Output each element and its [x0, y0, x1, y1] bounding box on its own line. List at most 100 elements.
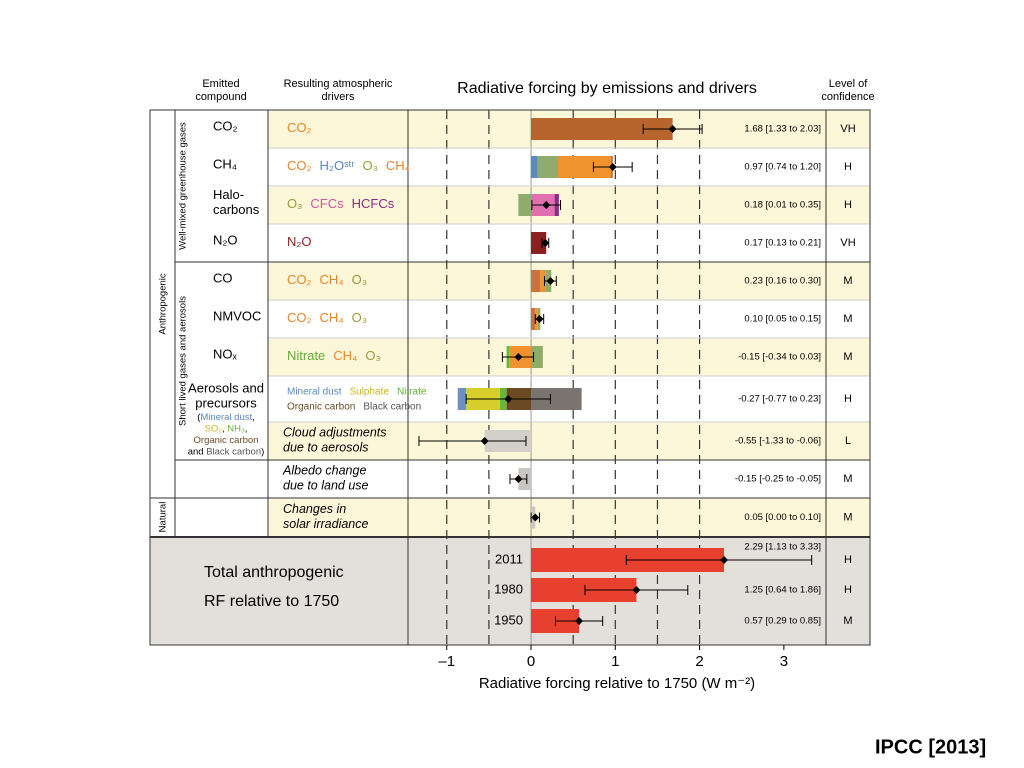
x-tick-label: 3 — [780, 653, 788, 670]
best-estimate — [720, 556, 729, 564]
text-line: Albedo change — [282, 464, 366, 478]
text-piece: and — [188, 446, 207, 457]
confidence: M — [843, 313, 852, 325]
best-estimate — [668, 125, 677, 133]
x-axis-label: Radiative forcing relative to 1750 (W m⁻… — [479, 675, 755, 692]
confidence: VH — [840, 237, 855, 249]
forcing-segment — [531, 232, 547, 254]
compound: NMVOC — [213, 308, 261, 323]
forcing-segment — [457, 388, 467, 410]
best-estimate — [632, 586, 641, 594]
row-background — [268, 338, 870, 376]
row-background — [268, 262, 870, 300]
compound: N₂O — [213, 232, 238, 247]
year-label: 2011 — [495, 551, 523, 566]
header: confidence — [821, 91, 874, 103]
forcing-segment — [531, 388, 582, 410]
best-estimate — [575, 617, 584, 625]
text-piece: CO₂ — [287, 158, 312, 173]
text-piece: CO₂ — [287, 120, 312, 135]
confidence: M — [843, 275, 852, 287]
confidence: M — [843, 511, 852, 523]
forcing-segment — [558, 156, 612, 178]
header: drivers — [321, 91, 355, 103]
total-title: Total anthropogenic — [204, 564, 344, 581]
text-piece: Cloud adjustments — [283, 426, 387, 440]
group-label: Well-mixed greenhouse gases — [178, 122, 189, 250]
text-line: Organic carbon — [194, 435, 259, 446]
total-background — [150, 537, 870, 645]
group-label: Short lived gases and aerosols — [178, 296, 189, 426]
value-label: 0.05 [0.00 to 0.10] — [744, 512, 821, 523]
text-piece: Black carbon — [363, 401, 421, 412]
header: Resulting atmospheric — [284, 78, 393, 90]
text-piece: H₂Oˢᵗʳ — [320, 158, 355, 173]
confidence: VH — [840, 123, 855, 135]
text-piece: ( — [197, 412, 201, 423]
text-piece: Mineral dust — [287, 386, 342, 397]
text-piece: , — [245, 423, 248, 434]
best-estimate — [541, 239, 550, 247]
x-tick-label: 2 — [695, 653, 703, 670]
text-piece: O₃ — [352, 272, 367, 287]
value-label: -0.15 [-0.34 to 0.03] — [738, 352, 821, 363]
text-piece: Mineral dust — [200, 412, 252, 423]
best-estimate — [535, 315, 544, 323]
forcing-segment — [540, 270, 546, 292]
chart-title: Radiative forcing by emissions and drive… — [457, 80, 757, 97]
confidence: M — [843, 473, 852, 485]
text-piece: , — [222, 423, 227, 434]
forcing-segment — [518, 194, 532, 216]
text-line: (Mineral dust, — [197, 412, 255, 423]
text-line: SO₂, NH₃, — [205, 423, 248, 434]
confidence: M — [843, 351, 852, 363]
header: Emitted — [202, 78, 239, 90]
text-piece: Nitrate — [287, 348, 325, 363]
forcing-segment — [531, 308, 536, 330]
text-line: due to land use — [283, 479, 369, 493]
total-title: RF relative to 1750 — [204, 593, 339, 610]
text-line: CO₂ CH₄ O₃ — [287, 272, 367, 287]
text-piece: due to aerosols — [283, 441, 368, 455]
best-estimate — [514, 475, 523, 483]
compound: CO₂ — [213, 118, 238, 133]
text-line: solar irradiance — [283, 517, 369, 531]
best-estimate — [531, 513, 540, 522]
year-label: 1950 — [494, 612, 523, 627]
confidence: L — [845, 435, 851, 447]
confidence: H — [844, 199, 852, 211]
header: compound — [195, 91, 246, 103]
text-line: due to aerosols — [283, 441, 368, 455]
best-estimate — [608, 163, 617, 171]
row-background — [268, 186, 870, 224]
compound: CO — [213, 270, 233, 285]
text-piece: Albedo change — [282, 464, 366, 478]
value-label: 0.97 [0.74 to 1.20] — [744, 162, 821, 173]
value-label: 2.29 [1.13 to 3.33] — [744, 542, 821, 553]
frame — [149, 109, 871, 646]
text-piece: CO₂ — [287, 310, 312, 325]
text-line: CO₂ — [287, 120, 312, 135]
text-piece: O₃ — [287, 196, 302, 211]
year-label: 1980 — [494, 581, 523, 596]
group-label: Natural — [158, 502, 169, 533]
text-line: N₂O — [287, 234, 312, 249]
compound: carbons — [213, 202, 260, 217]
confidence: H — [844, 554, 852, 566]
text-line: and Black carbon) — [188, 446, 265, 457]
text-line: Cloud adjustments — [283, 426, 387, 440]
x-tick-label: 1 — [611, 653, 619, 670]
text-piece: ) — [261, 446, 264, 457]
header: Level of — [829, 78, 868, 90]
row-background — [268, 422, 870, 460]
text-piece: HCFCs — [352, 196, 395, 211]
text-piece: O₃ — [365, 348, 380, 363]
text-line: CO₂ CH₄ O₃ — [287, 310, 367, 325]
compound: CH₄ — [213, 156, 237, 171]
best-estimate — [542, 201, 551, 209]
confidence: H — [844, 393, 852, 405]
value-label: -0.15 [-0.25 to -0.05] — [735, 474, 821, 485]
text-piece: O₃ — [352, 310, 367, 325]
value-label: 0.57 [0.29 to 0.85] — [744, 616, 821, 627]
